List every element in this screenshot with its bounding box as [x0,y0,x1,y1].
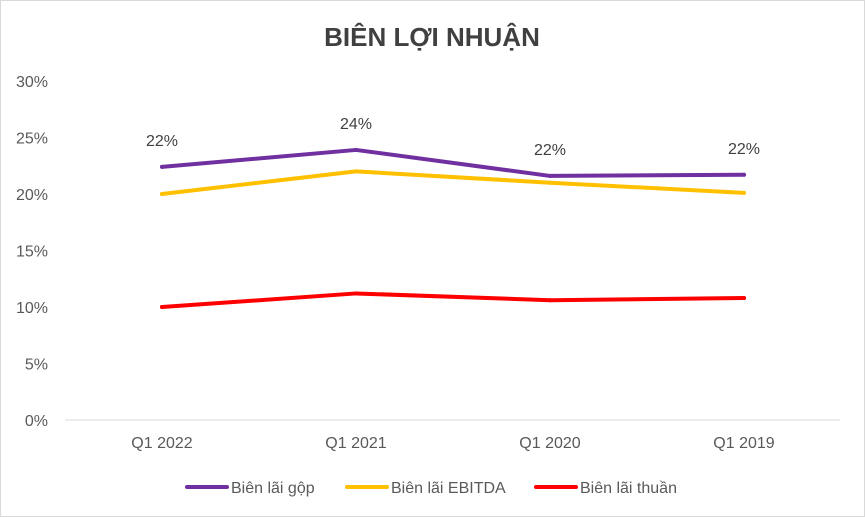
data-label-layer: 22% 24% 22% 22% [146,116,760,159]
series-line-0 [160,147,746,178]
data-point [548,298,552,303]
legend-label: Biên lãi thuần [580,480,677,497]
series-line-2 [160,291,746,309]
data-label: 22% [146,133,178,150]
data-point [742,295,746,300]
y-tick-label: 15% [16,244,48,261]
y-tick-label: 0% [25,413,48,430]
data-point [548,173,552,178]
legend: Biên lãi gộp Biên lãi EBITDA Biên lãi thuầ… [185,480,677,497]
x-tick-label: Q1 2019 [713,435,774,452]
data-label: 22% [728,141,760,158]
data-point [160,305,164,309]
y-tick-label: 30% [16,74,48,91]
legend-label: Biên lãi gộp [231,480,315,497]
data-point [354,169,358,174]
x-tick-label: Q1 2020 [519,435,580,452]
y-tick-label: 5% [25,357,48,374]
series-layer [160,147,746,309]
y-tick-label: 25% [16,131,48,148]
x-tick-label: Q1 2021 [325,435,386,452]
data-label: 22% [534,142,566,159]
data-point [354,147,358,152]
y-tick-label: 10% [16,300,48,317]
data-label: 24% [340,116,372,133]
legend-label: Biên lãi EBITDA [391,480,506,497]
data-point [354,291,358,296]
x-tick-label: Q1 2022 [131,435,192,452]
data-point [742,190,746,195]
data-point [548,180,552,185]
data-point [160,192,164,196]
data-point [160,164,164,169]
axis-layer: 0% 5% 10% 15% 20% 25% 30% Q1 2022 Q1 2021 Q1 2020… [16,74,840,452]
y-tick-label: 20% [16,187,48,204]
chart-title: BIÊN LỢI NHUẬN [324,22,540,52]
series-line-1 [160,169,746,196]
data-point [742,172,746,177]
